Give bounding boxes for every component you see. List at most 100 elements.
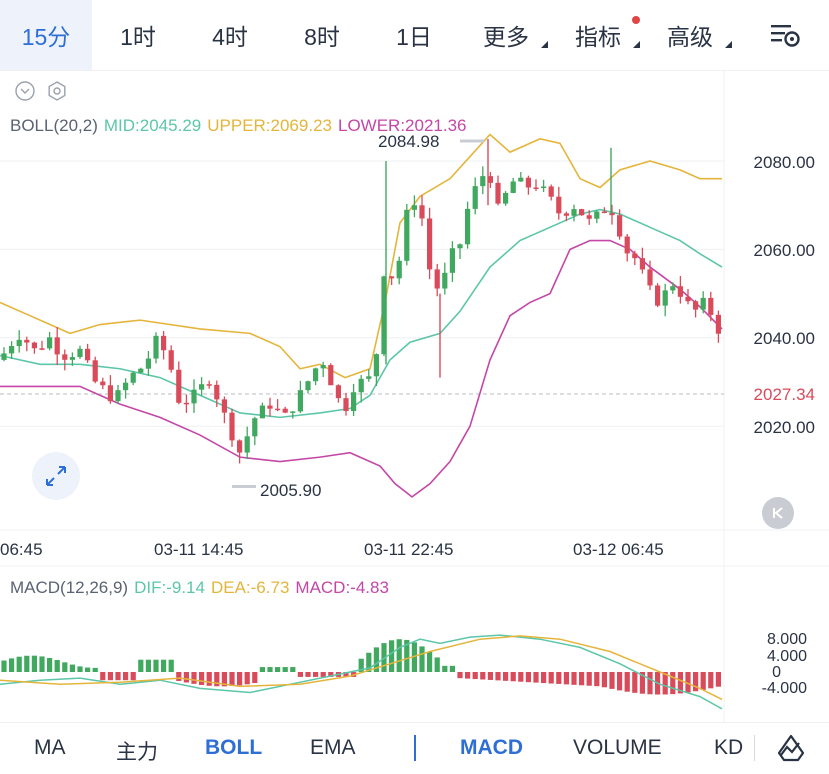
kline-chart[interactable] <box>0 70 829 722</box>
expand-arrows-icon <box>46 466 66 486</box>
macd-bar <box>601 672 607 688</box>
price-markers <box>232 139 484 489</box>
indicator-main-force[interactable]: 主力 <box>116 741 158 764</box>
macd-bar <box>533 672 539 683</box>
skip-back-icon <box>773 507 783 519</box>
candle-body <box>594 211 600 219</box>
macd-bar <box>373 647 379 672</box>
candle-body <box>1 353 7 360</box>
tab-8h[interactable]: 8时 <box>276 0 368 70</box>
candle-body <box>624 236 630 254</box>
expand-chart-button[interactable] <box>32 452 80 500</box>
macd-bar <box>191 672 197 684</box>
boll-upper: UPPER:2069.23 <box>207 116 332 135</box>
candle-body <box>115 390 121 402</box>
macd-axis-label: 0 <box>772 664 781 681</box>
macd-bar <box>396 639 402 672</box>
indicator-volume[interactable]: VOLUME <box>573 736 662 759</box>
settings-sliders-icon[interactable] <box>769 20 801 50</box>
macd-bar <box>525 672 531 683</box>
macd-bar <box>229 672 235 687</box>
time-axis-label: 06:45 <box>0 540 43 559</box>
macd-bar <box>100 672 106 681</box>
candle-body <box>335 385 341 399</box>
indicator-ma[interactable]: MA <box>34 736 66 759</box>
macd-bar <box>221 672 227 687</box>
macd-bar <box>480 672 486 680</box>
macd-bar <box>465 672 471 679</box>
candle-body <box>313 368 319 382</box>
indicator-macd[interactable]: MACD <box>460 736 523 759</box>
time-axis-label: 03-11 14:45 <box>154 540 244 559</box>
candle-body <box>632 253 638 259</box>
macd-name: MACD(12,26,9) <box>10 578 129 597</box>
candle-body <box>39 348 45 350</box>
macd-bar <box>107 672 113 681</box>
macd-bar <box>168 659 174 672</box>
candle-body <box>358 378 364 393</box>
candle-body <box>267 405 273 409</box>
tab-1h[interactable]: 1时 <box>92 0 184 70</box>
macd-bar <box>290 667 296 672</box>
tab-advanced[interactable]: 高级 <box>644 0 736 70</box>
collapse-chevron-icon[interactable] <box>14 80 36 102</box>
candle-body <box>31 342 37 349</box>
boll-upper-line <box>0 133 722 379</box>
macd-legend: MACD(12,26,9) DIF:-9.14 DEA:-6.73 MACD:-4.8… <box>10 578 395 598</box>
macd-bar <box>31 655 37 672</box>
tab-indicators[interactable]: 指标 <box>552 0 644 70</box>
tab-4h[interactable]: 4时 <box>184 0 276 70</box>
draw-line-icon[interactable] <box>776 733 806 763</box>
macd-bar <box>153 659 159 672</box>
candle-body <box>715 314 721 334</box>
macd-bar <box>685 672 691 693</box>
tab-more[interactable]: 更多 <box>460 0 552 70</box>
macd-bar <box>541 672 547 684</box>
candle-body <box>548 186 554 197</box>
macd-bar <box>449 665 455 672</box>
candle-body <box>655 285 661 306</box>
macd-dif-line <box>0 634 723 710</box>
macd-bar <box>313 672 319 677</box>
tab-1d[interactable]: 1日 <box>368 0 460 70</box>
macd-bar <box>92 667 98 672</box>
indicator-boll[interactable]: BOLL <box>205 736 263 759</box>
candle-body <box>685 296 691 302</box>
macd-bar <box>404 639 410 672</box>
indicator-ema[interactable]: EMA <box>310 736 356 759</box>
macd-bar <box>161 659 167 672</box>
macd-bar <box>39 656 45 672</box>
scroll-to-latest-button[interactable] <box>762 497 794 529</box>
price-axis-label: 2060.00 <box>753 241 815 260</box>
candle-body <box>297 390 303 412</box>
candle-body <box>442 272 448 289</box>
macd-bar <box>693 672 699 692</box>
candle-body <box>305 381 311 391</box>
candle-body <box>396 260 402 279</box>
indicator-settings-icon[interactable] <box>46 80 68 102</box>
indicator-kd[interactable]: KD <box>714 736 744 759</box>
last-price-label: 2027.34 <box>753 385 815 404</box>
caret-down-icon <box>725 41 732 48</box>
candle-body <box>199 384 205 390</box>
tab-15min[interactable]: 15分 <box>0 0 92 70</box>
candle-body <box>465 208 471 245</box>
low-marker-label: 2005.90 <box>260 481 322 500</box>
candle-body <box>69 357 75 360</box>
macd-dif: DIF:-9.14 <box>134 578 205 597</box>
indicator-divider <box>414 735 416 761</box>
tab-label: 8时 <box>304 24 340 50</box>
candle-body <box>670 286 676 291</box>
macd-axis-label: 8.000 <box>766 631 807 648</box>
time-axis-label: 03-12 06:45 <box>573 540 664 559</box>
macd-bar <box>556 672 562 684</box>
candle-body <box>366 376 372 379</box>
boll-legend: BOLL(20,2) MID:2045.29 UPPER:2069.23 LOWER:… <box>10 116 473 136</box>
candle-body <box>503 192 509 204</box>
timeframe-bar: 15分 1时 4时 8时 1日 更多 指标 高级 <box>0 0 829 71</box>
macd-bar <box>9 658 15 672</box>
candle-body <box>563 213 569 216</box>
macd-bar <box>24 655 30 672</box>
indicator-divider <box>754 735 755 761</box>
candle-body <box>351 392 357 412</box>
